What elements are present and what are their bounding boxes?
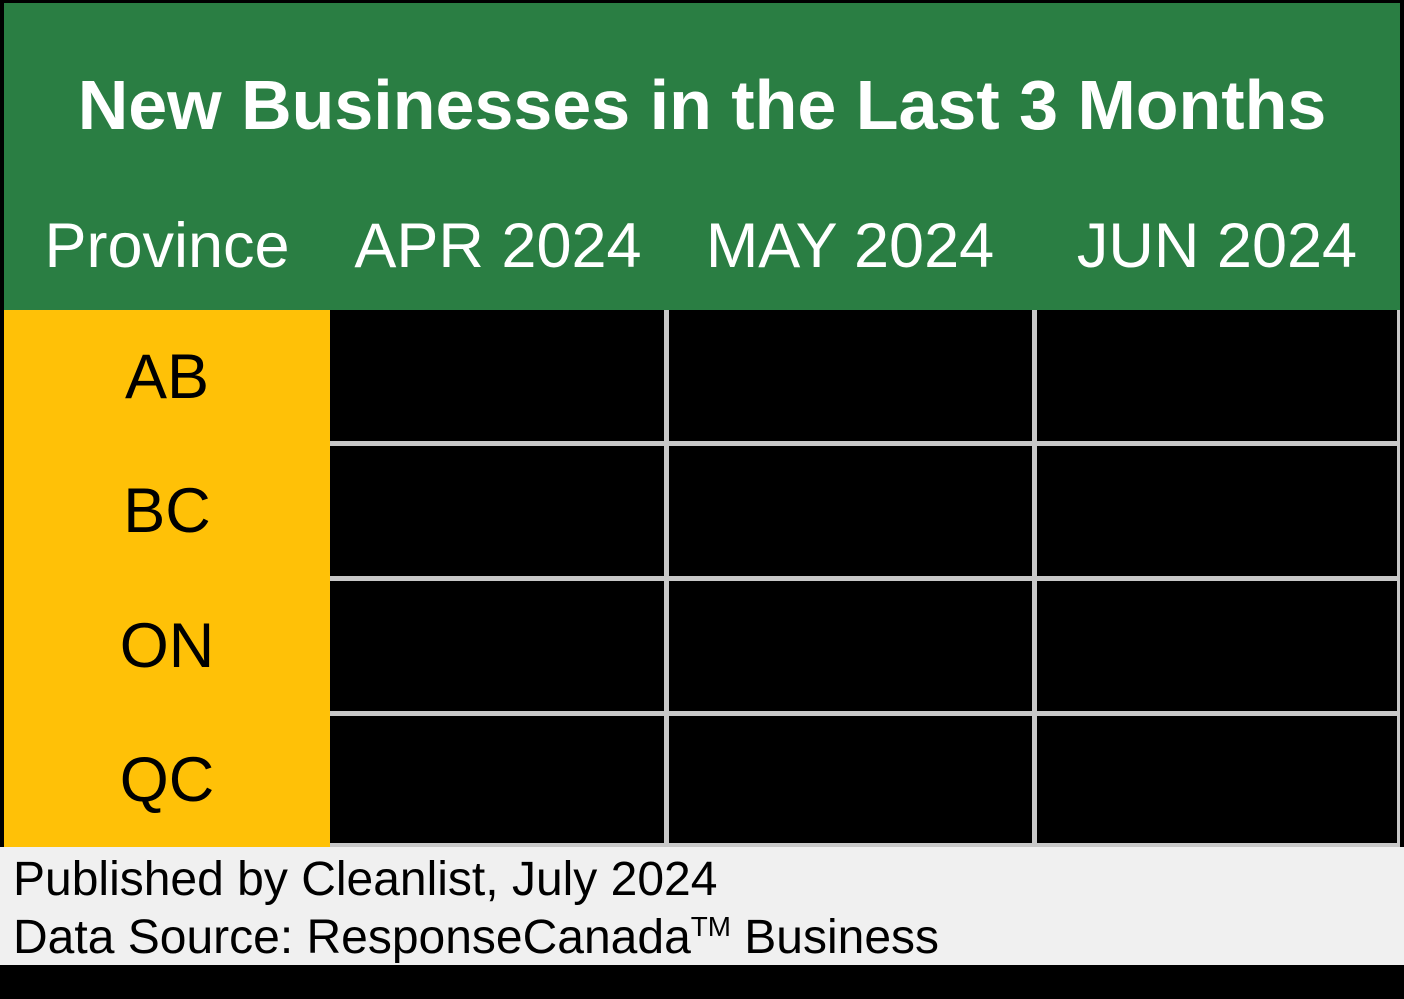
column-header-apr-2024: APR 2024	[354, 211, 642, 281]
attribution-footer: Published by Cleanlist, July 2024 Data S…	[0, 847, 1404, 965]
data-cell-ab-jun	[1037, 310, 1397, 441]
province-label-qc: QC	[119, 744, 215, 815]
data-grid	[330, 310, 1400, 847]
data-cell-ab-may	[669, 310, 1032, 441]
table: New Businesses in the Last 3 Months Prov…	[4, 3, 1400, 847]
data-source-prefix: Data Source: ResponseCanada	[13, 911, 691, 964]
data-source-text: Data Source: ResponseCanadaTM Business	[13, 909, 1404, 967]
column-header-province: Province	[44, 211, 290, 281]
column-header-jun-2024: JUN 2024	[1076, 211, 1358, 281]
table-body: AB BC ON QC	[4, 310, 1400, 847]
province-column: AB BC ON QC	[4, 310, 330, 847]
data-source-suffix: Business	[730, 911, 940, 964]
data-cell-qc-may	[669, 716, 1032, 843]
data-cell-on-may	[669, 581, 1032, 711]
province-label-bc: BC	[123, 476, 211, 547]
province-label-ab: AB	[124, 342, 210, 413]
data-cell-bc-jun	[1037, 446, 1397, 576]
data-cell-on-apr	[330, 581, 664, 711]
data-cell-bc-may	[669, 446, 1032, 576]
data-cell-bc-apr	[330, 446, 664, 576]
published-by-text: Published by Cleanlist, July 2024	[13, 853, 718, 906]
trademark-superscript: TM	[690, 911, 731, 942]
data-cell-qc-jun	[1037, 716, 1397, 843]
column-header-may-2024: MAY 2024	[705, 211, 995, 281]
province-label-on: ON	[119, 610, 215, 681]
table-header: New Businesses in the Last 3 Months Prov…	[4, 3, 1400, 310]
data-cell-ab-apr	[330, 310, 664, 441]
data-cell-qc-apr	[330, 716, 664, 843]
table-title: New Businesses in the Last 3 Months	[77, 66, 1327, 144]
data-cell-on-jun	[1037, 581, 1397, 711]
column-header-row: Province APR 2024 MAY 2024 JUN 2024	[4, 206, 1400, 286]
